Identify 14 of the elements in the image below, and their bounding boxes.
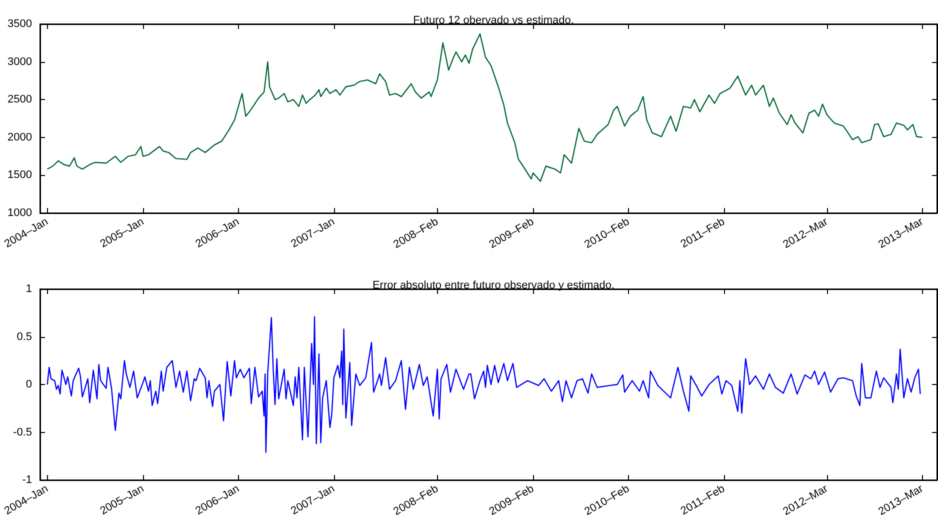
y-tick-label: -1 [22, 474, 32, 486]
y-tick-label: -0.5 [13, 426, 32, 438]
y-tick-label: 3500 [8, 18, 32, 30]
line-series [46, 316, 921, 453]
y-tick-label: 0 [26, 378, 32, 390]
y-tick-label: 2000 [8, 131, 32, 144]
line-series [46, 33, 923, 182]
y-tick-label: 0.5 [16, 330, 32, 343]
y-tick-label: 3000 [8, 56, 32, 68]
y-tick-label: 1500 [8, 169, 32, 182]
y-tick-label: 1 [26, 283, 32, 295]
y-tick-label: 2500 [8, 94, 32, 106]
chart-title: Futuro 12 obervado vs estimado. [413, 14, 574, 26]
y-tick-label: 1000 [8, 207, 32, 219]
